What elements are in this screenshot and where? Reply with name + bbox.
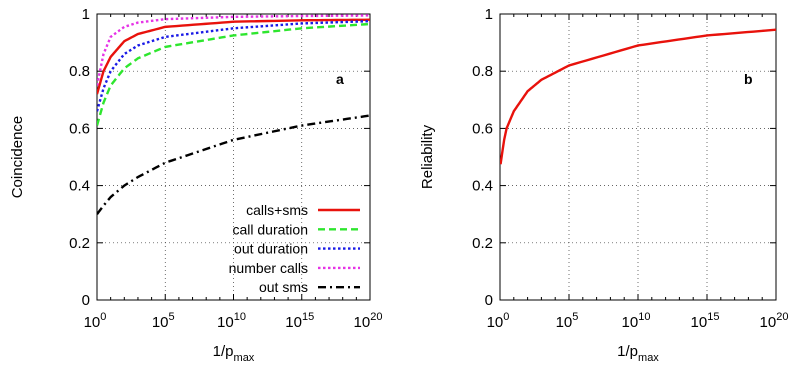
series-line (97, 18, 370, 95)
legend-label: out sms (259, 279, 308, 295)
y-axis-label: Coincidence (9, 116, 26, 199)
series-line (97, 22, 370, 126)
x-tick-label: 100 (487, 311, 510, 331)
y-tick-label: 0 (485, 292, 493, 309)
x-tick-label: 1015 (691, 311, 720, 331)
x-tick-label: 1020 (760, 311, 789, 331)
x-tick-label: 105 (556, 311, 579, 331)
x-axis-label: 1/pmax (617, 343, 659, 364)
y-tick-label: 0.6 (69, 120, 90, 137)
x-tick-label: 105 (152, 311, 175, 331)
x-tick-label: 1015 (285, 311, 314, 331)
y-tick-label: 1 (82, 6, 90, 23)
series-line (500, 28, 776, 165)
y-axis-label: Reliability (419, 124, 436, 189)
legend-label: calls+sms (246, 202, 308, 218)
x-tick-label: 100 (84, 311, 107, 331)
x-tick-label: 1010 (622, 311, 651, 331)
y-tick-label: 0.8 (69, 63, 90, 80)
y-tick-label: 1 (485, 6, 493, 23)
series-line (97, 19, 370, 112)
y-tick-label: 0.6 (472, 120, 493, 137)
y-tick-label: 0.4 (69, 178, 90, 195)
series-line (97, 14, 370, 86)
panel-b-chart: 0 0.2 0.4 0.6 0.8 1 100 105 1010 1015 1020 1/pmax Re… (419, 6, 788, 364)
y-tick-label: 0.8 (472, 63, 493, 80)
panel-letter: b (744, 71, 753, 87)
x-tick-label: 1020 (354, 311, 383, 331)
y-tick-label: 0.4 (472, 178, 493, 195)
panel-letter: a (336, 71, 344, 87)
y-tick-label: 0.2 (472, 235, 493, 252)
y-tick-label: 0.2 (69, 235, 90, 252)
x-tick-label: 1010 (217, 311, 246, 331)
plot-frame (96, 13, 371, 301)
series-line (97, 114, 370, 215)
legend-label: out duration (234, 241, 308, 257)
legend-label: call duration (233, 221, 309, 237)
panel-a-chart: 0 0.2 0.4 0.6 0.8 1 100 105 1010 1015 1020 1/pmax Co… (9, 6, 382, 364)
plot-frame (499, 13, 777, 301)
x-axis-label: 1/pmax (213, 343, 255, 364)
y-tick-label: 0 (82, 292, 90, 309)
legend-label: number calls (229, 260, 308, 276)
